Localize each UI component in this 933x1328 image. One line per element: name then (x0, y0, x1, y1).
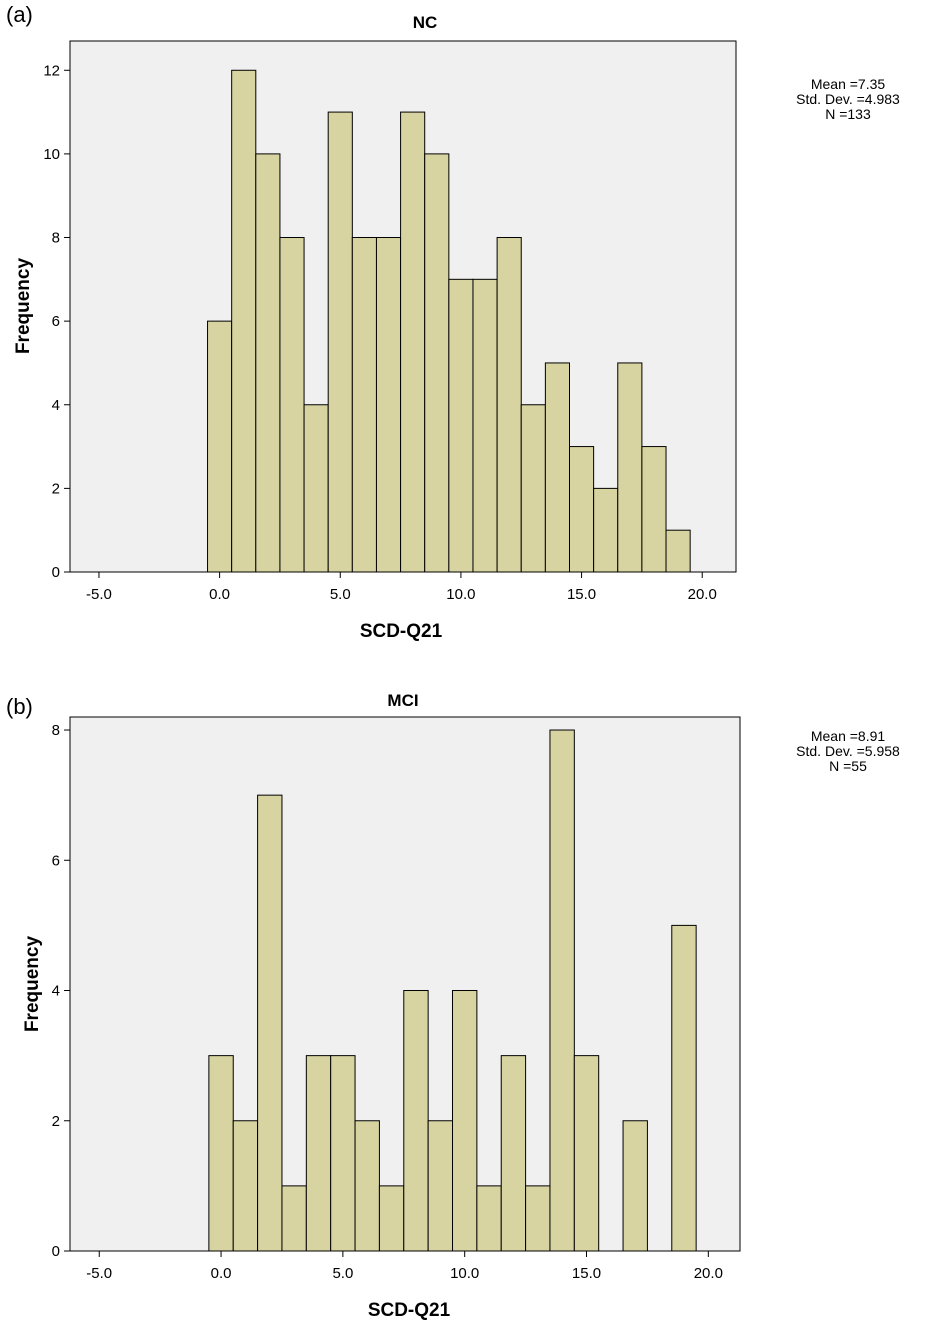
histogram-bar (281, 1185, 307, 1252)
stat-mean: Mean =7.35 (810, 76, 886, 92)
histogram-bar (327, 111, 353, 573)
histogram-bar (403, 990, 429, 1252)
x-tick-label: 15.0 (572, 1265, 601, 1282)
histogram-bar (305, 1055, 332, 1252)
histogram-bar (375, 237, 402, 573)
histogram-bar (472, 278, 498, 573)
y-tick-label: 8 (52, 722, 60, 739)
histogram-bar (549, 729, 575, 1252)
histogram-bar (452, 990, 478, 1252)
y-tick-label: 10 (43, 146, 60, 163)
histogram-bar (520, 404, 546, 573)
histogram-bar (378, 1185, 405, 1252)
x-tick-label: -5.0 (86, 1265, 112, 1282)
y-tick-label: 0 (52, 564, 60, 581)
histogram-bar (525, 1185, 551, 1252)
histogram-bar (500, 1055, 527, 1252)
y-tick-label: 6 (52, 852, 60, 869)
x-tick-label: -5.0 (86, 586, 112, 603)
histogram-bar (427, 1120, 454, 1252)
histogram-bar (231, 69, 257, 573)
histogram-bar (671, 924, 697, 1252)
y-tick-label: 8 (52, 230, 60, 247)
y-axis-title: Frequency (22, 936, 43, 1033)
histogram-bar (330, 1055, 356, 1252)
stat-std-dev: Std. Dev. =5.958 (796, 743, 900, 759)
x-tick-label: 10.0 (450, 1265, 479, 1282)
x-tick-label: 5.0 (332, 1265, 353, 1282)
histogram-bar (232, 1120, 259, 1252)
stat-n: N =55 (829, 758, 867, 774)
histogram-bar (496, 237, 522, 573)
chart-title: MCI (387, 691, 418, 710)
y-tick-label: 0 (52, 1243, 60, 1260)
histogram-bar (476, 1185, 502, 1252)
y-tick-label: 4 (52, 397, 60, 414)
histogram-bar (448, 278, 474, 573)
histogram-panel-nc: (a) Mean =7.35 Std. Dev. =4.983 N =133 0… (6, 2, 918, 642)
summary-stats: Mean =7.35 Std. Dev. =4.983 N =133 (778, 77, 918, 122)
histogram-bar (573, 1055, 600, 1252)
y-tick-label: 6 (52, 313, 60, 330)
histogram-bar (544, 362, 571, 573)
histogram-bar (257, 794, 283, 1252)
histogram-bar (622, 1120, 648, 1252)
x-tick-label: 0.0 (211, 1265, 232, 1282)
histogram-bar (255, 153, 281, 573)
histogram-bar (641, 446, 667, 573)
x-tick-label: 10.0 (446, 586, 475, 603)
y-tick-label: 12 (43, 62, 60, 79)
y-tick-label: 2 (52, 480, 60, 497)
histogram-panel-mci: (b) Mean =8.91 Std. Dev. =5.958 N =55 0 2… (0, 664, 933, 1328)
histogram-bar (665, 529, 691, 573)
histogram-bar (593, 487, 619, 573)
x-tick-label: 20.0 (694, 1265, 723, 1282)
histogram-chart: 0 2 4 6 8 -5.0 0.0 5.0 10.0 15.0 20.0 MCI SCD-Q21 Fre… (22, 691, 741, 1321)
x-axis-title: SCD-Q21 (368, 1300, 451, 1321)
x-tick-label: 5.0 (330, 586, 351, 603)
histogram-bar (569, 446, 595, 573)
x-tick-label: 20.0 (688, 586, 717, 603)
y-tick-label: 4 (52, 983, 60, 1000)
x-tick-label: 15.0 (567, 586, 596, 603)
panel-label: (a) (6, 2, 33, 27)
histogram-bar (279, 237, 305, 573)
y-tick-label: 2 (52, 1113, 60, 1130)
histogram-bar (303, 404, 329, 573)
stat-std-dev: Std. Dev. =4.983 (796, 91, 900, 107)
histogram-bar (207, 320, 233, 573)
histogram-bar (400, 111, 426, 573)
histogram-bar (617, 362, 643, 573)
histogram-bar (354, 1120, 380, 1252)
histogram-chart: 0 2 4 6 8 10 12 -5.0 0.0 5.0 10.0 15.0 20.0 NC SCD-Q21… (13, 13, 737, 642)
histogram-bar (351, 237, 377, 573)
x-tick-label: 0.0 (209, 586, 230, 603)
x-axis-title: SCD-Q21 (360, 621, 443, 642)
chart-title: NC (413, 13, 438, 32)
panel-label: (b) (6, 694, 33, 719)
histogram-bar (208, 1055, 234, 1252)
y-axis-title: Frequency (13, 258, 34, 355)
summary-stats: Mean =8.91 Std. Dev. =5.958 N =55 (778, 729, 918, 774)
histogram-bar (424, 153, 450, 573)
stat-mean: Mean =8.91 (810, 728, 886, 744)
stat-n: N =133 (825, 106, 871, 122)
